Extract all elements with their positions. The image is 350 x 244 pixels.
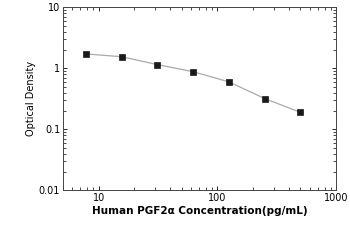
X-axis label: Human PGF2α Concentration(pg/mL): Human PGF2α Concentration(pg/mL) xyxy=(92,206,307,216)
Y-axis label: Optical Density: Optical Density xyxy=(26,61,36,136)
